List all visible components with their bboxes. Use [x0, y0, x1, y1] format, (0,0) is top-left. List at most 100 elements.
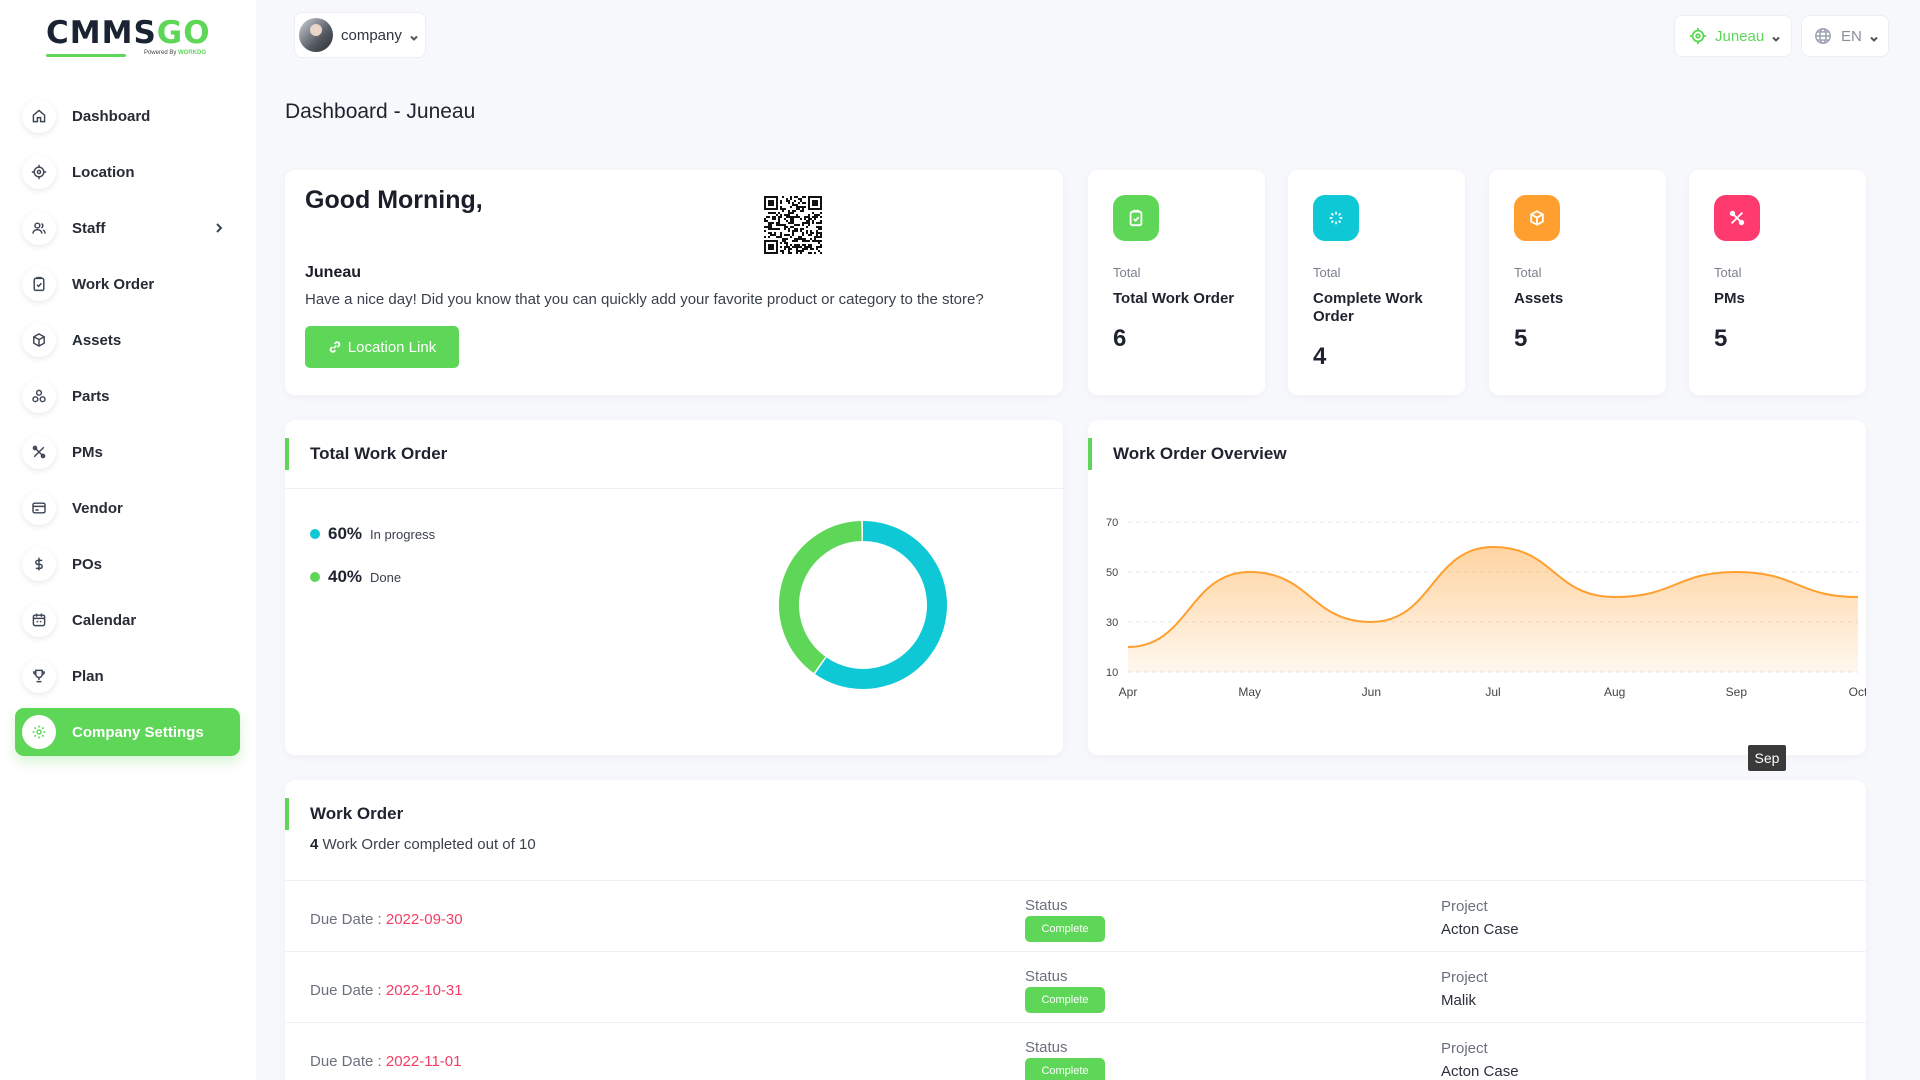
y-tick-label: 70 — [1106, 517, 1118, 529]
link-icon — [329, 341, 341, 353]
gear-icon — [22, 715, 56, 749]
work-order-card: Work Order 4 Work Order completed out of… — [285, 780, 1866, 1080]
sidebar-item-label: Location — [72, 163, 135, 181]
x-tick-label: Sep — [1726, 685, 1748, 699]
target-icon — [22, 155, 56, 189]
status-caption: Status — [1025, 1039, 1068, 1056]
sidebar-item-company-settings[interactable]: Company Settings — [15, 708, 240, 756]
legend-label: In progress — [370, 526, 436, 542]
clipboard-icon — [22, 267, 56, 301]
sidebar-item-dashboard[interactable]: Dashboard — [15, 92, 240, 140]
legend-dot — [310, 572, 320, 582]
home-icon — [22, 99, 56, 133]
greeting-title: Good Morning, — [305, 186, 483, 214]
sidebar-item-pms[interactable]: PMs — [15, 428, 240, 476]
sidebar-item-label: POs — [72, 555, 103, 573]
legend-label: Done — [370, 569, 402, 585]
x-tick-label: May — [1238, 685, 1261, 699]
table-row[interactable]: Due Date : 2022-10-31 Status Complete Proje… — [285, 951, 1866, 1022]
section-title: Work Order Overview — [1088, 438, 1287, 470]
section-title: Total Work Order — [285, 438, 447, 470]
sidebar-item-vendor[interactable]: Vendor — [15, 484, 240, 532]
trophy-icon — [22, 659, 56, 693]
x-tick-label: Oct — [1849, 685, 1866, 699]
sidebar-item-pos[interactable]: POs — [15, 540, 240, 588]
area-fill — [1128, 547, 1858, 672]
language-selector[interactable]: EN — [1801, 15, 1889, 57]
series-line[interactable] — [1127, 545, 1859, 648]
sidebar-item-assets[interactable]: Assets — [15, 316, 240, 364]
sidebar-item-label: Work Order — [72, 275, 155, 293]
sparkle-icon — [1313, 195, 1359, 241]
donut-chart[interactable] — [773, 515, 953, 695]
table-row[interactable]: Due Date : 2022-09-30 Status Complete Proje… — [285, 880, 1866, 951]
sidebar: CMMSGO Powered By WORKDO Dashboard Locati… — [0, 0, 256, 1080]
box-icon — [1514, 195, 1560, 241]
status-badge: Complete — [1025, 1058, 1105, 1080]
work-order-overview-card: Work Order Overview 10 30 50 70 Apr May Jun Jul… — [1088, 420, 1866, 755]
y-tick-label: 10 — [1106, 667, 1118, 679]
logo-text: CMMSGO — [46, 15, 211, 51]
sidebar-item-label: Assets — [72, 331, 122, 349]
divider — [285, 488, 1063, 489]
legend-item-done: 40% Done — [310, 567, 401, 587]
chevron-down-icon — [1869, 31, 1879, 42]
greeting-name: Juneau — [305, 264, 362, 281]
stat-value: 4 — [1313, 343, 1327, 370]
project-name: Acton Case — [1441, 1063, 1519, 1080]
due-date: Due Date : 2022-09-30 — [310, 911, 463, 928]
qr-code[interactable] — [764, 196, 822, 254]
box-icon — [22, 323, 56, 357]
legend-dot — [310, 529, 320, 539]
work-order-subtitle: 4 Work Order completed out of 10 — [310, 836, 536, 853]
stat-caption: Total — [1714, 265, 1742, 280]
status-caption: Status — [1025, 897, 1068, 914]
stat-card-total-work-order: Total Total Work Order 6 — [1088, 170, 1265, 395]
avatar — [299, 18, 333, 52]
stat-caption: Total — [1113, 265, 1141, 280]
donut-slice-done[interactable] — [779, 521, 862, 673]
greeting-card: Good Morning, Juneau Have a nice day! Di… — [285, 170, 1063, 395]
dollar-icon — [22, 547, 56, 581]
table-row[interactable]: Due Date : 2022-11-01 Status Complete Proje… — [285, 1022, 1866, 1080]
project-caption: Project — [1441, 898, 1488, 915]
sidebar-item-parts[interactable]: Parts — [15, 372, 240, 420]
sidebar-item-label: Company Settings — [72, 723, 204, 741]
brand-logo[interactable]: CMMSGO Powered By WORKDO — [46, 18, 210, 60]
language-label: EN — [1841, 27, 1862, 45]
sidebar-item-plan[interactable]: Plan — [15, 652, 240, 700]
stat-value: 5 — [1514, 325, 1528, 352]
status-caption: Status — [1025, 968, 1068, 985]
chevron-down-icon — [1771, 31, 1781, 42]
company-selector[interactable]: company — [294, 12, 426, 58]
legend-item-in-progress: 60% In progress — [310, 524, 435, 544]
sidebar-item-label: Calendar — [72, 611, 137, 629]
status-badge: Complete — [1025, 916, 1105, 942]
page-title: Dashboard - Juneau — [285, 100, 476, 123]
due-date: Due Date : 2022-10-31 — [310, 982, 463, 999]
location-link-button[interactable]: Location Link — [305, 326, 459, 368]
chevron-down-icon — [409, 30, 419, 41]
stat-title: PMs — [1714, 290, 1745, 307]
legend-percent: 40% — [328, 567, 363, 586]
card-icon — [22, 491, 56, 525]
stat-title: Assets — [1514, 290, 1564, 307]
sidebar-item-label: Dashboard — [72, 107, 151, 125]
sidebar-item-location[interactable]: Location — [15, 148, 240, 196]
stat-title: Total Work Order — [1113, 290, 1235, 307]
stat-caption: Total — [1313, 265, 1341, 280]
area-chart[interactable]: 10 30 50 70 Apr May Jun Jul Aug Sep Oct — [1088, 500, 1866, 740]
project-name: Malik — [1441, 992, 1477, 1009]
stat-card-assets: Total Assets 5 — [1489, 170, 1666, 395]
project-name: Acton Case — [1441, 921, 1519, 938]
donut-slice-in-progress[interactable] — [815, 521, 947, 689]
x-tick-label: Jun — [1362, 685, 1381, 699]
location-selector[interactable]: Juneau — [1674, 15, 1792, 57]
sidebar-item-label: Staff — [72, 219, 106, 237]
sidebar-item-staff[interactable]: Staff — [15, 204, 240, 252]
sidebar-item-work-order[interactable]: Work Order — [15, 260, 240, 308]
company-label: company — [341, 26, 402, 44]
sidebar-nav: Dashboard Location Staff Work Order Assets Pa… — [15, 92, 240, 764]
sidebar-item-calendar[interactable]: Calendar — [15, 596, 240, 644]
sidebar-item-label: Parts — [72, 387, 110, 405]
